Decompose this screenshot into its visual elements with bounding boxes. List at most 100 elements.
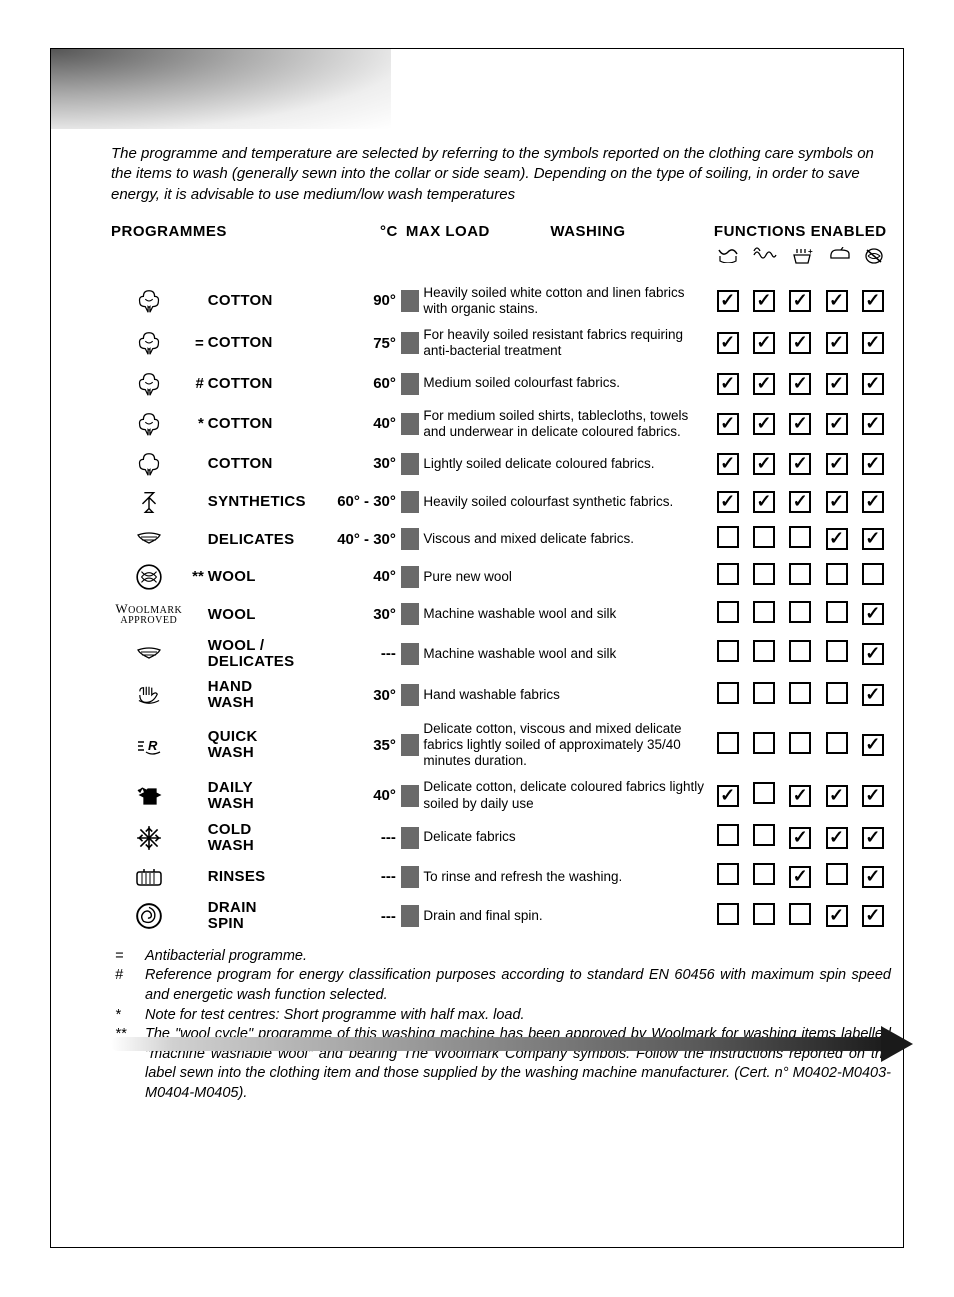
programme-prefix bbox=[187, 895, 206, 937]
programme-description: Machine washable wool and silk bbox=[421, 633, 709, 675]
handwash-icon bbox=[134, 684, 164, 706]
programme-temp: --- bbox=[323, 895, 398, 937]
programme-prefix: = bbox=[187, 322, 206, 364]
function-checkbox: ✓ bbox=[826, 413, 848, 435]
programme-description: Medium soiled colourfast fabrics. bbox=[421, 365, 709, 403]
programme-temp: 30° bbox=[323, 445, 398, 483]
checkmark-icon: ✓ bbox=[829, 374, 844, 392]
header-functions: FUNCTIONS ENABLED bbox=[714, 223, 887, 240]
programme-temp: 75° bbox=[323, 322, 398, 364]
checkmark-icon: ✓ bbox=[865, 291, 880, 309]
checkmark-icon: ✓ bbox=[865, 454, 880, 472]
function-checkbox: ✓ bbox=[826, 332, 848, 354]
max-load-bar bbox=[401, 827, 419, 849]
function-checkbox: ✓ bbox=[753, 373, 775, 395]
function-checkbox: ✓ bbox=[753, 413, 775, 435]
cotton-icon bbox=[134, 329, 164, 357]
programme-name: COLDWASH bbox=[206, 817, 323, 859]
footnote-symbol: = bbox=[111, 947, 145, 967]
programme-name: DRAINSPIN bbox=[206, 895, 323, 937]
function-checkbox: ✓ bbox=[789, 866, 811, 888]
checkmark-icon: ✓ bbox=[720, 291, 735, 309]
programme-temp: 60° bbox=[323, 365, 398, 403]
function-checkbox: ✓ bbox=[789, 413, 811, 435]
extra-rinse-icon: + bbox=[791, 247, 813, 270]
checkmark-icon: ✓ bbox=[865, 604, 880, 622]
checkmark-icon: ✓ bbox=[865, 867, 880, 885]
programme-prefix bbox=[187, 774, 206, 816]
programme-row: COLDWASH---Delicate fabrics✓✓✓ bbox=[111, 817, 891, 859]
header-washing: WASHING bbox=[460, 223, 625, 240]
function-checkbox bbox=[717, 563, 739, 585]
function-checkbox: ✓ bbox=[862, 684, 884, 706]
max-load-bar bbox=[401, 332, 419, 354]
function-checkbox bbox=[789, 526, 811, 548]
programme-prefix bbox=[187, 445, 206, 483]
header-maxload: MAX LOAD bbox=[406, 224, 456, 241]
footnote-symbol: # bbox=[111, 966, 145, 1005]
checkmark-icon: ✓ bbox=[756, 492, 771, 510]
function-checkbox bbox=[717, 601, 739, 623]
checkmark-icon: ✓ bbox=[865, 786, 880, 804]
function-checkbox: ✓ bbox=[753, 290, 775, 312]
function-checkbox bbox=[789, 682, 811, 704]
programme-description: Hand washable fabrics bbox=[421, 674, 709, 716]
checkmark-icon: ✓ bbox=[756, 291, 771, 309]
footnote-row: #Reference program for energy classifica… bbox=[111, 966, 891, 1005]
rinses-icon bbox=[134, 866, 164, 888]
function-checkbox: ✓ bbox=[753, 491, 775, 513]
checkmark-icon: ✓ bbox=[829, 291, 844, 309]
programme-description: Machine washable wool and silk bbox=[421, 596, 709, 633]
programme-row: QUICKWASH35°Delicate cotton, viscous and… bbox=[111, 716, 891, 775]
function-checkbox: ✓ bbox=[717, 332, 739, 354]
programme-row: *COTTON40°For medium soiled shirts, tabl… bbox=[111, 403, 891, 445]
programme-row: **WOOL40°Pure new wool bbox=[111, 558, 891, 596]
function-checkbox bbox=[789, 563, 811, 585]
programme-row: COTTON30°Lightly soiled delicate coloure… bbox=[111, 445, 891, 483]
function-checkbox bbox=[753, 782, 775, 804]
programme-row: RINSES---To rinse and refresh the washin… bbox=[111, 858, 891, 895]
footnotes: =Antibacterial programme.#Reference prog… bbox=[111, 947, 891, 1104]
function-icons-row: + bbox=[712, 245, 889, 272]
programme-name: SYNTHETICS bbox=[206, 483, 323, 521]
programme-name: HANDWASH bbox=[206, 674, 323, 716]
checkmark-icon: ✓ bbox=[756, 454, 771, 472]
programme-prefix: ** bbox=[187, 558, 206, 596]
programme-temp: 40° - 30° bbox=[323, 521, 398, 558]
programme-row: WOOL /DELICATES---Machine washable wool … bbox=[111, 633, 891, 675]
programme-description: Pure new wool bbox=[421, 558, 709, 596]
function-checkbox bbox=[826, 863, 848, 885]
content-area: The programme and temperature are select… bbox=[111, 144, 891, 1103]
programme-prefix bbox=[187, 596, 206, 633]
max-load-bar bbox=[401, 643, 419, 665]
checkmark-icon: ✓ bbox=[865, 735, 880, 753]
delicates-icon bbox=[134, 643, 164, 665]
function-checkbox bbox=[753, 863, 775, 885]
wool-icon bbox=[134, 563, 164, 591]
page-frame: The programme and temperature are select… bbox=[50, 48, 904, 1248]
checkmark-icon: ✓ bbox=[829, 454, 844, 472]
no-spin-icon bbox=[864, 247, 884, 270]
footnote-text: Reference program for energy classificat… bbox=[145, 966, 891, 1005]
checkmark-icon: ✓ bbox=[865, 492, 880, 510]
function-checkbox: ✓ bbox=[862, 290, 884, 312]
checkmark-icon: ✓ bbox=[829, 414, 844, 432]
programme-row: #COTTON60°Medium soiled colourfast fabri… bbox=[111, 365, 891, 403]
dailywash-icon bbox=[134, 782, 164, 810]
programme-temp: 35° bbox=[323, 716, 398, 775]
max-load-bar bbox=[401, 684, 419, 706]
programme-temp: --- bbox=[323, 858, 398, 895]
function-checkbox: ✓ bbox=[862, 827, 884, 849]
function-checkbox bbox=[753, 601, 775, 623]
function-checkbox: ✓ bbox=[862, 491, 884, 513]
checkmark-icon: ✓ bbox=[720, 454, 735, 472]
function-checkbox: ✓ bbox=[789, 785, 811, 807]
max-load-bar bbox=[401, 290, 419, 312]
function-checkbox: ✓ bbox=[789, 373, 811, 395]
checkmark-icon: ✓ bbox=[793, 454, 808, 472]
function-checkbox: ✓ bbox=[826, 785, 848, 807]
function-checkbox: ✓ bbox=[862, 453, 884, 475]
max-load-bar bbox=[401, 603, 419, 625]
function-checkbox: ✓ bbox=[862, 643, 884, 665]
checkmark-icon: ✓ bbox=[865, 828, 880, 846]
